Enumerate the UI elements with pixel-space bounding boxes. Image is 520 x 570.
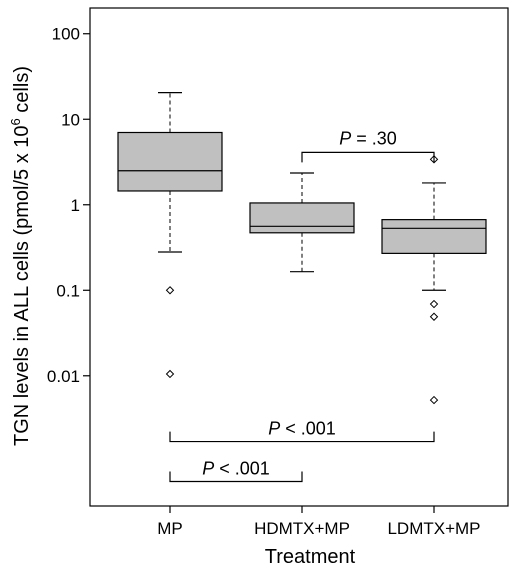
y-tick-label: 0.1 <box>56 281 80 300</box>
y-axis-title-main: TGN levels in ALL cells (pmol/5 x 10 <box>11 125 33 446</box>
y-tick-label: 1 <box>71 196 80 215</box>
box-group <box>381 155 487 405</box>
comparison-bracket: P = .30 <box>301 128 435 163</box>
box-iqr <box>381 219 487 254</box>
outlier-point <box>429 312 439 321</box>
plot-frame <box>89 7 509 507</box>
comparison-bracket: P < .001 <box>169 419 435 443</box>
outlier-point <box>429 299 439 309</box>
y-axis-title: TGN levels in ALL cells (pmol/5 x 106 ce… <box>8 66 33 446</box>
y-axis-title-tail: cells) <box>11 66 33 118</box>
axes: 0.01 0.1 1 10 100 MP HDMTX+MP LDMTX+MP <box>47 7 509 538</box>
p-value-text: = .30 <box>351 128 397 148</box>
p-value-label: P = .30 <box>339 128 397 148</box>
comparison-bracket: P < .001 <box>169 459 303 483</box>
y-tick-label: 0.01 <box>47 367 80 386</box>
p-value-label: P < .001 <box>268 419 336 439</box>
box-iqr <box>249 202 355 234</box>
bracket-line <box>169 471 303 483</box>
y-axis-title-superscript: 6 <box>8 118 23 125</box>
p-symbol: P <box>339 128 351 148</box>
box-iqr <box>117 131 223 192</box>
p-value-text: < .001 <box>214 459 270 479</box>
x-axis-title: Treatment <box>265 546 356 568</box>
p-symbol: P <box>202 459 214 479</box>
x-tick-label: MP <box>157 519 183 538</box>
outlier-point <box>165 369 175 379</box>
outlier-point <box>165 286 175 295</box>
box-group <box>117 91 223 379</box>
x-tick-label: HDMTX+MP <box>254 519 350 538</box>
p-value-text: < .001 <box>280 419 336 439</box>
p-value-label: P < .001 <box>202 459 270 479</box>
y-tick-label: 100 <box>52 25 80 44</box>
box-group <box>249 172 355 273</box>
x-tick-label: LDMTX+MP <box>387 519 480 538</box>
bracket-line <box>169 431 435 443</box>
boxes <box>117 91 487 405</box>
outlier-point <box>429 395 439 405</box>
p-symbol: P <box>268 419 280 439</box>
bracket-line <box>301 151 435 163</box>
y-tick-label: 10 <box>61 110 80 129</box>
